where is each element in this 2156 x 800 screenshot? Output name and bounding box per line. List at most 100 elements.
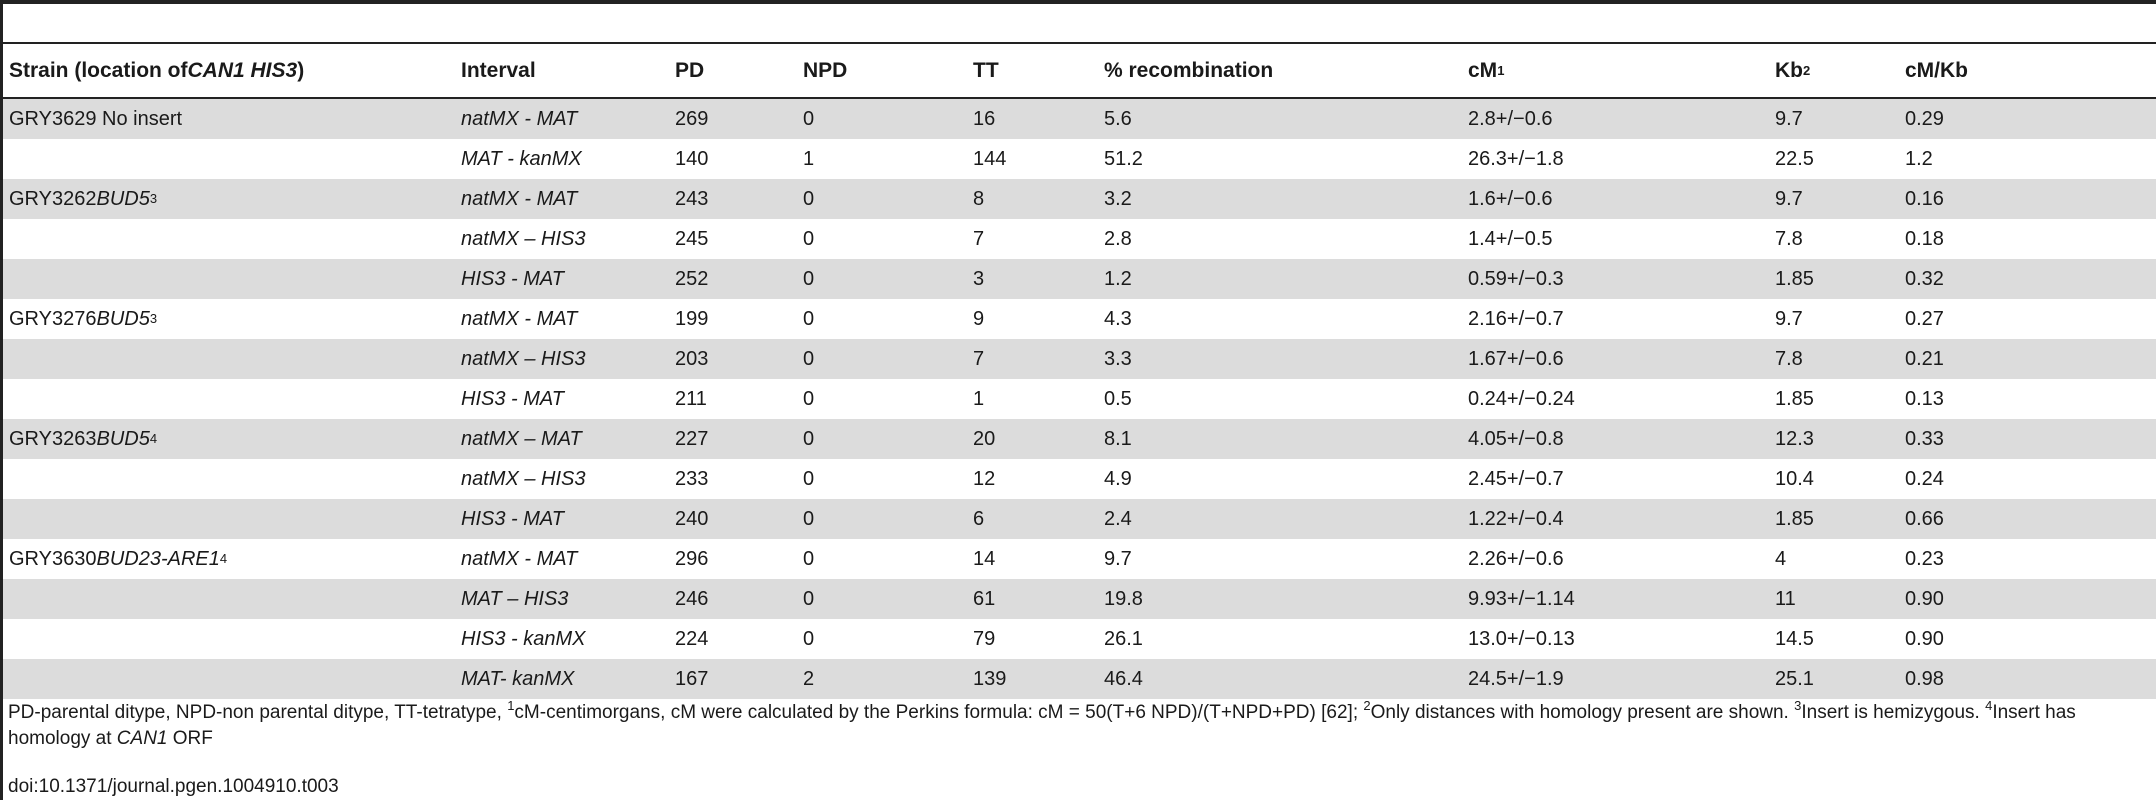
table-row: GRY3629 No insert natMX - MAT 269 0 16 5.6 2.8… xyxy=(3,99,2156,139)
cell-npd: 0 xyxy=(803,547,815,570)
cell-cm: 9.93+/−1.14 xyxy=(1468,587,1575,610)
cell-tt: 3 xyxy=(973,267,985,290)
cell-interval: MAT – HIS3 xyxy=(461,587,569,610)
cell-cm-per-kb: 0.66 xyxy=(1905,507,1944,530)
cell-npd: 0 xyxy=(803,187,815,210)
cell-cm: 0.24+/−0.24 xyxy=(1468,387,1575,410)
table-row: natMX – HIS3 233 0 12 4.9 2.45+/−0.7 10.4 0.24 xyxy=(3,459,2156,499)
cell-tt: 8 xyxy=(973,187,985,210)
cell-cm-per-kb: 0.27 xyxy=(1905,307,1944,330)
table-row: HIS3 - MAT 252 0 3 1.2 0.59+/−0.3 1.85 0.32 xyxy=(3,259,2156,299)
top-rule xyxy=(3,0,2156,4)
header-cm-per-kb: cM/Kb xyxy=(1905,58,1968,82)
cell-tt: 6 xyxy=(973,507,985,530)
cell-tt: 144 xyxy=(973,147,1007,170)
left-border xyxy=(0,0,3,800)
cell-npd: 0 xyxy=(803,387,815,410)
header-kb: Kb 2 xyxy=(1775,58,1811,82)
cell-npd: 0 xyxy=(803,227,815,250)
cell-recombination: 2.4 xyxy=(1104,507,1132,530)
cell-npd: 2 xyxy=(803,667,815,690)
header-tt: TT xyxy=(973,58,999,82)
cell-interval: natMX – MAT xyxy=(461,427,582,450)
cell-cm: 1.4+/−0.5 xyxy=(1468,227,1553,250)
cell-cm-per-kb: 0.16 xyxy=(1905,187,1944,210)
cell-tt: 7 xyxy=(973,227,985,250)
cell-kb: 9.7 xyxy=(1775,307,1803,330)
cell-cm: 1.6+/−0.6 xyxy=(1468,187,1553,210)
cell-tt: 12 xyxy=(973,467,996,490)
cell-cm-per-kb: 0.98 xyxy=(1905,667,1944,690)
cell-npd: 0 xyxy=(803,347,815,370)
cell-pd: 245 xyxy=(675,227,709,250)
cell-npd: 0 xyxy=(803,107,815,130)
cell-npd: 0 xyxy=(803,267,815,290)
cell-tt: 61 xyxy=(973,587,996,610)
cell-recombination: 3.3 xyxy=(1104,347,1132,370)
cell-cm-per-kb: 0.29 xyxy=(1905,107,1944,130)
cell-kb: 1.85 xyxy=(1775,507,1814,530)
table-row: MAT- kanMX 167 2 139 46.4 24.5+/−1.9 25.1 0.98 xyxy=(3,659,2156,699)
cell-interval: HIS3 - MAT xyxy=(461,387,564,410)
cell-pd: 252 xyxy=(675,267,709,290)
cell-cm-per-kb: 0.32 xyxy=(1905,267,1944,290)
table-row: GRY3276 BUD5 3 natMX - MAT 199 0 9 4.3 2.16+/−0… xyxy=(3,299,2156,339)
cell-strain: GRY3262 BUD5 3 xyxy=(9,187,158,210)
cell-cm: 1.22+/−0.4 xyxy=(1468,507,1564,530)
cell-kb: 9.7 xyxy=(1775,107,1803,130)
cell-tt: 9 xyxy=(973,307,985,330)
cell-pd: 240 xyxy=(675,507,709,530)
cell-cm-per-kb: 0.13 xyxy=(1905,387,1944,410)
cell-tt: 14 xyxy=(973,547,996,570)
cell-kb: 1.85 xyxy=(1775,267,1814,290)
cell-interval: HIS3 - MAT xyxy=(461,267,564,290)
table-row: HIS3 - MAT 211 0 1 0.5 0.24+/−0.24 1.85 0.13 xyxy=(3,379,2156,419)
cell-npd: 0 xyxy=(803,427,815,450)
cell-interval: natMX – HIS3 xyxy=(461,467,586,490)
cell-recombination: 5.6 xyxy=(1104,107,1132,130)
cell-recombination: 46.4 xyxy=(1104,667,1143,690)
cell-interval: MAT- kanMX xyxy=(461,667,575,690)
cell-interval: natMX – HIS3 xyxy=(461,347,586,370)
header-npd: NPD xyxy=(803,58,848,82)
cell-recombination: 8.1 xyxy=(1104,427,1132,450)
cell-interval: HIS3 - kanMX xyxy=(461,627,586,650)
cell-recombination: 4.3 xyxy=(1104,307,1132,330)
cell-kb: 11 xyxy=(1775,587,1796,610)
table-footnote: PD-parental ditype, NPD-non parental dit… xyxy=(8,698,2076,749)
cell-interval: natMX - MAT xyxy=(461,187,578,210)
table-row: HIS3 - MAT 240 0 6 2.4 1.22+/−0.4 1.85 0.66 xyxy=(3,499,2156,539)
cell-cm: 2.8+/−0.6 xyxy=(1468,107,1553,130)
header-pd: PD xyxy=(675,58,705,82)
cell-recombination: 0.5 xyxy=(1104,387,1132,410)
cell-kb: 1.85 xyxy=(1775,387,1814,410)
cell-interval: natMX - MAT xyxy=(461,107,578,130)
cell-strain: GRY3276 BUD5 3 xyxy=(9,307,158,330)
cell-pd: 233 xyxy=(675,467,709,490)
table-row: GRY3262 BUD5 3 natMX - MAT 243 0 8 3.2 1.6+/−0.… xyxy=(3,179,2156,219)
cell-strain: GRY3263 BUD5 4 xyxy=(9,427,158,450)
cell-strain: GRY3630 BUD23-ARE1 4 xyxy=(9,547,228,570)
doi-text: doi:10.1371/journal.pgen.1004910.t003 xyxy=(8,776,339,797)
cell-cm: 1.67+/−0.6 xyxy=(1468,347,1564,370)
cell-interval: natMX – HIS3 xyxy=(461,227,586,250)
cell-tt: 139 xyxy=(973,667,1007,690)
table-row: natMX – HIS3 203 0 7 3.3 1.67+/−0.6 7.8 0.21 xyxy=(3,339,2156,379)
cell-kb: 12.3 xyxy=(1775,427,1814,450)
cell-cm-per-kb: 0.21 xyxy=(1905,347,1944,370)
cell-recombination: 2.8 xyxy=(1104,227,1132,250)
cell-kb: 4 xyxy=(1775,547,1787,570)
cell-pd: 224 xyxy=(675,627,709,650)
cell-recombination: 26.1 xyxy=(1104,627,1143,650)
table-header-row: Strain (location of CAN1 HIS3) Interval … xyxy=(3,44,2156,97)
cell-pd: 243 xyxy=(675,187,709,210)
header-top-rule xyxy=(3,42,2156,44)
cell-pd: 203 xyxy=(675,347,709,370)
cell-kb: 10.4 xyxy=(1775,467,1814,490)
cell-interval: MAT - kanMX xyxy=(461,147,582,170)
header-bottom-rule xyxy=(3,97,2156,99)
cell-kb: 7.8 xyxy=(1775,227,1803,250)
cell-recombination: 19.8 xyxy=(1104,587,1143,610)
cell-interval: HIS3 - MAT xyxy=(461,507,564,530)
cell-recombination: 9.7 xyxy=(1104,547,1132,570)
